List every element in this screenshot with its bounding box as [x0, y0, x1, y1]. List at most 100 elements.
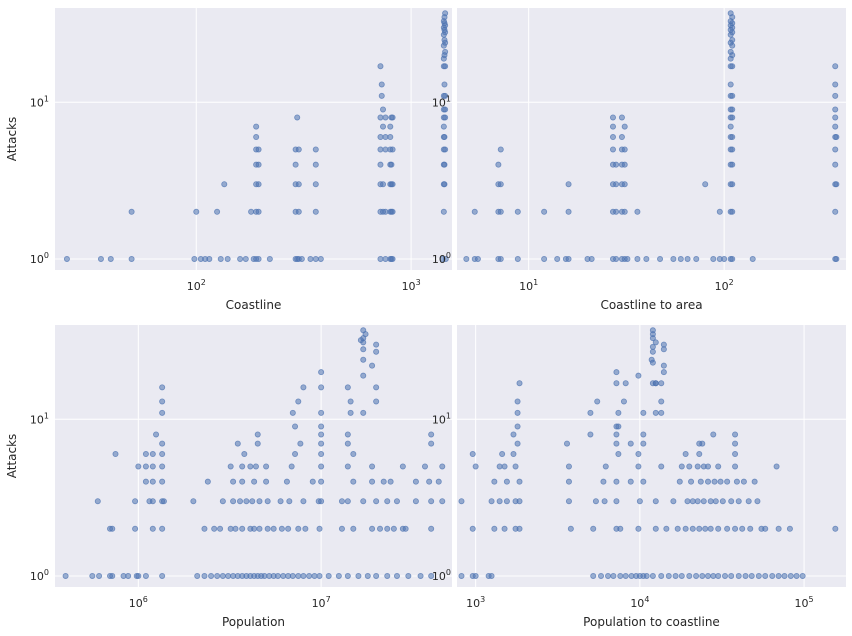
data-point [387, 123, 394, 130]
data-point [722, 572, 729, 579]
data-point [292, 451, 299, 458]
data-point [253, 134, 260, 141]
data-point [97, 255, 104, 262]
data-point [251, 525, 258, 532]
data-point [159, 525, 166, 532]
data-point [441, 81, 448, 88]
data-point [601, 498, 608, 505]
data-point [649, 572, 656, 579]
data-point [621, 208, 628, 215]
data-point [732, 440, 739, 447]
data-point [442, 146, 449, 153]
data-point [249, 498, 256, 505]
data-point [649, 343, 656, 350]
data-point [377, 255, 384, 262]
data-point [360, 498, 367, 505]
data-point [510, 431, 517, 438]
data-point [499, 451, 506, 458]
data-point [670, 498, 677, 505]
data-point [294, 114, 301, 121]
y-tick-label: 100 [432, 251, 451, 266]
data-point [717, 478, 724, 485]
data-point [125, 572, 132, 579]
data-point [670, 255, 677, 262]
y-tick-label: 101 [432, 411, 451, 426]
data-point [658, 398, 665, 405]
data-point [733, 478, 740, 485]
data-point [514, 409, 521, 416]
y-tick-label: 101 [30, 411, 49, 426]
data-point [721, 255, 728, 262]
data-point [442, 10, 449, 17]
data-point [254, 440, 261, 447]
data-point [732, 525, 739, 532]
data-point [699, 572, 706, 579]
data-point [689, 498, 696, 505]
data-point [369, 463, 376, 470]
data-point [622, 572, 629, 579]
data-point [347, 398, 354, 405]
data-point [234, 440, 241, 447]
data-point [640, 478, 647, 485]
data-point [344, 498, 351, 505]
data-point [621, 181, 628, 188]
data-point [214, 572, 221, 579]
data-point [206, 255, 213, 262]
data-point [729, 36, 736, 43]
data-point [318, 451, 325, 458]
data-point [364, 572, 371, 579]
data-point [255, 208, 262, 215]
data-point [283, 478, 290, 485]
data-point [672, 572, 679, 579]
data-point [684, 255, 691, 262]
data-point [318, 431, 325, 438]
data-point [605, 572, 612, 579]
data-point [318, 384, 325, 391]
data-point [719, 498, 726, 505]
data-point [729, 146, 736, 153]
data-point [512, 463, 519, 470]
x-axis-label: Population to coastline [583, 615, 720, 629]
data-point [567, 525, 574, 532]
data-point [729, 134, 736, 141]
data-point [318, 478, 325, 485]
data-point [441, 134, 448, 141]
data-point [587, 409, 594, 416]
data-point [300, 498, 307, 505]
data-point [652, 409, 659, 416]
data-point [255, 255, 262, 262]
data-point [732, 451, 739, 458]
data-point [663, 525, 670, 532]
data-point [833, 255, 840, 262]
data-point [109, 525, 116, 532]
data-point [615, 451, 622, 458]
data-point [338, 525, 345, 532]
data-point [442, 92, 449, 99]
data-point [735, 498, 742, 505]
data-point [472, 572, 479, 579]
data-point [613, 478, 620, 485]
data-point [217, 255, 224, 262]
subplot-1: 102 103 100 101 Coastline Attacks [5, 8, 452, 312]
data-point [613, 369, 620, 376]
data-point [440, 123, 447, 130]
data-point [295, 181, 302, 188]
data-point [832, 92, 839, 99]
data-point [514, 255, 521, 262]
data-point [609, 123, 616, 130]
data-point [405, 572, 412, 579]
data-point [89, 572, 96, 579]
data-point [325, 572, 332, 579]
data-point [62, 572, 69, 579]
data-point [620, 398, 627, 405]
data-point [514, 440, 521, 447]
data-point [232, 525, 239, 532]
data-point [441, 36, 448, 43]
data-point [689, 525, 696, 532]
subplot-4: 103 104 105 100 101 Population to coastline [432, 325, 846, 629]
data-point [360, 327, 367, 334]
x-tick-label: 104 [630, 595, 649, 610]
data-point [159, 478, 166, 485]
data-point [412, 478, 419, 485]
data-point [696, 525, 703, 532]
